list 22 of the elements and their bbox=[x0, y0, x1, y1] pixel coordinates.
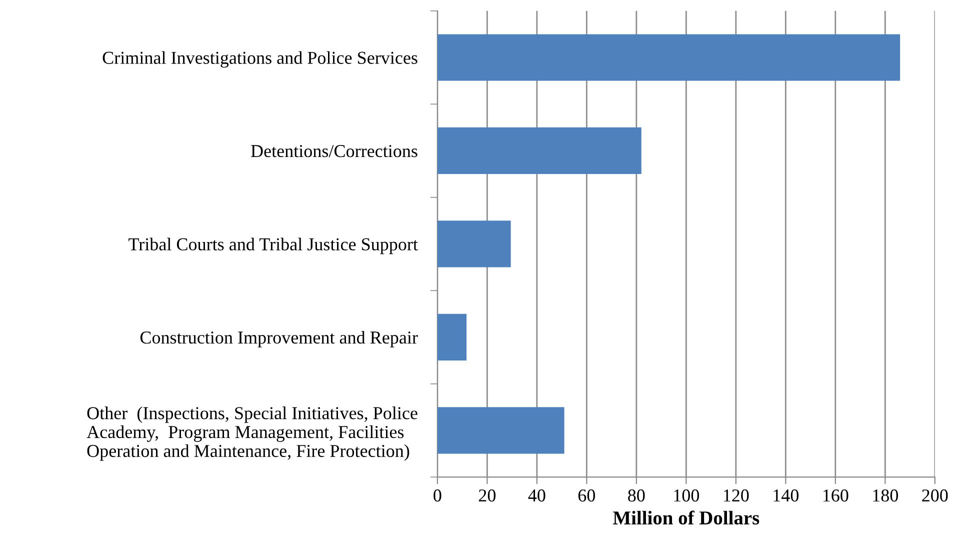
y-tick-label: Tribal Courts and Tribal Justice Support bbox=[128, 238, 418, 254]
x-tick-label: 20 bbox=[478, 489, 496, 502]
bar bbox=[437, 220, 511, 268]
x-tick-label: 180 bbox=[873, 489, 898, 502]
x-tick-label: 100 bbox=[674, 489, 700, 502]
x-tick-label: 60 bbox=[578, 489, 596, 502]
bar bbox=[437, 314, 467, 361]
x-tick-label: 200 bbox=[922, 489, 948, 502]
x-tick-label: 40 bbox=[528, 489, 546, 502]
y-tick-label: Other (Inspections, Special Initiatives, Police Academy, Program Management, Facilities Operation and Maintenance, Fire Protection) bbox=[86, 406, 418, 461]
x-axis-title: Million of Dollars bbox=[613, 510, 760, 525]
x-tick-label: 0 bbox=[434, 489, 442, 502]
y-tick-label: Construction Improvement and Repair bbox=[140, 330, 418, 348]
x-tick-label: 140 bbox=[774, 489, 799, 502]
x-tick-label: 160 bbox=[823, 489, 848, 502]
bar bbox=[437, 34, 900, 81]
x-tick-label: 120 bbox=[724, 489, 749, 502]
y-tick-label: Criminal Investigations and Police Services bbox=[102, 51, 418, 68]
bar bbox=[437, 127, 642, 174]
y-tick-label: Detentions/Corrections bbox=[251, 145, 418, 158]
bar bbox=[437, 407, 564, 454]
x-tick-label: 80 bbox=[628, 489, 645, 502]
